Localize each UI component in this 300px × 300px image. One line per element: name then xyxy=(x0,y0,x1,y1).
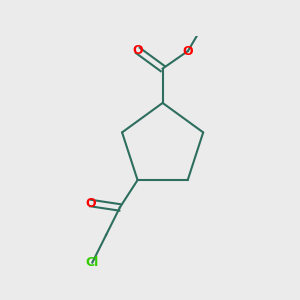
Text: O: O xyxy=(85,196,96,209)
Text: O: O xyxy=(183,44,193,58)
Text: O: O xyxy=(133,44,143,57)
Text: Cl: Cl xyxy=(86,256,99,269)
